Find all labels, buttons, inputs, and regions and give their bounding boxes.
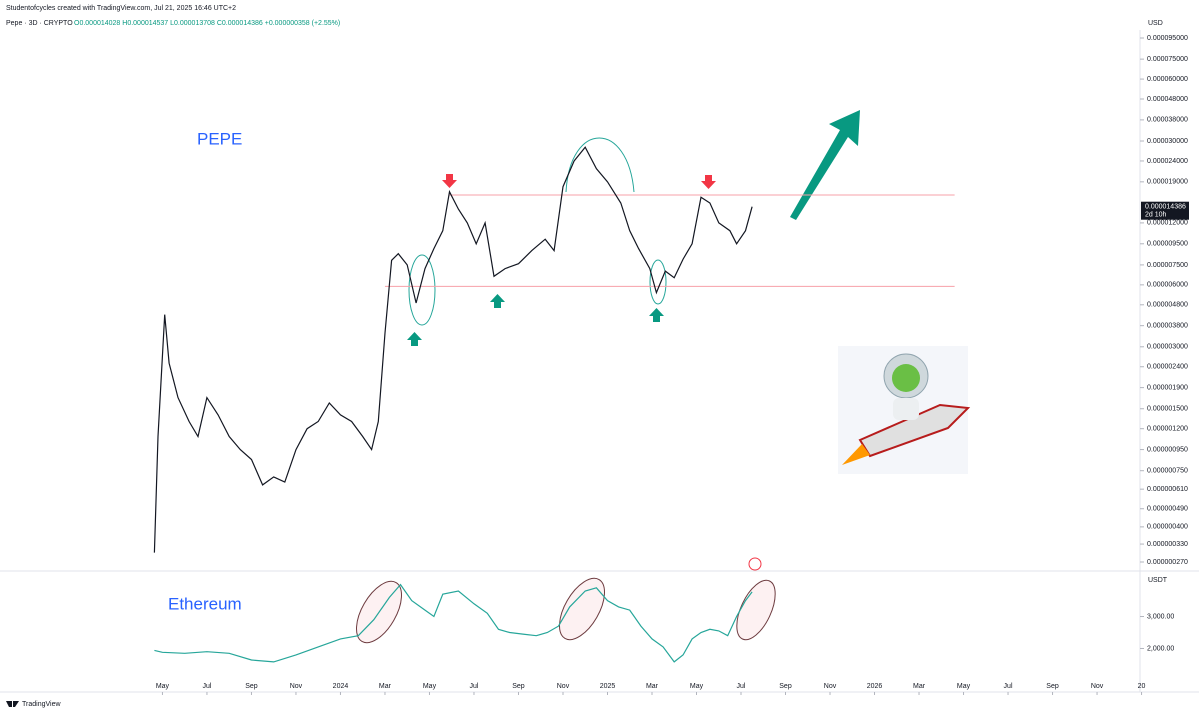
y-tick-label: 0.000003000: [1147, 344, 1188, 351]
y-tick-label: 0.000000490: [1147, 506, 1188, 513]
y-tick-label: 0.000000330: [1147, 541, 1188, 548]
up-arrow: [649, 308, 664, 322]
y-tick-label: 0.000001900: [1147, 384, 1188, 391]
y-tick-label: 0.000001500: [1147, 406, 1188, 413]
x-tick-label: May: [690, 683, 704, 690]
countdown: 2d 10h: [1145, 212, 1167, 219]
tv-logo: [6, 701, 19, 707]
x-tick-label: 2025: [600, 683, 616, 690]
y-tick-label: 0.000060000: [1147, 76, 1188, 83]
pepe-unit: USD: [1148, 20, 1163, 27]
flag-icon: [748, 557, 762, 571]
y-tick-label: 0.000012000: [1147, 220, 1188, 227]
down-arrow: [701, 175, 716, 189]
x-tick-label: Nov: [824, 683, 837, 690]
down-arrow: [442, 174, 457, 188]
ellipse: [408, 254, 436, 326]
price-line: [153, 146, 753, 553]
y-tick-label: 0.000000750: [1147, 468, 1188, 475]
x-tick-label: Sep: [245, 683, 258, 690]
ohlc: O0.000014028 H0.000014537 L0.000013708 C…: [74, 20, 340, 27]
y-tick-label: 0.000002400: [1147, 364, 1188, 371]
y-tick-label: 0.000004800: [1147, 302, 1188, 309]
symbol: Pepe · 3D · CRYPTO: [6, 20, 73, 27]
x-tick-label: 20: [1138, 683, 1146, 690]
y-tick-label: 3,000.00: [1147, 613, 1174, 620]
x-tick-label: Jul: [470, 683, 479, 690]
x-tick-label: 2026: [867, 683, 883, 690]
x-tick-label: May: [423, 683, 437, 690]
up-arrow: [407, 332, 422, 346]
y-tick-label: 0.000001200: [1147, 426, 1188, 433]
x-tick-label: 2024: [333, 683, 349, 690]
y-tick-label: 0.000030000: [1147, 138, 1188, 145]
x-tick-label: Sep: [512, 683, 525, 690]
eth-unit: USDT: [1148, 577, 1168, 584]
x-tick-label: Mar: [646, 683, 659, 690]
y-tick-label: 0.000000950: [1147, 446, 1188, 453]
pepe-label: PEPE: [197, 129, 242, 148]
x-tick-label: Sep: [1046, 683, 1059, 690]
x-tick-label: Jul: [202, 683, 211, 690]
x-tick-label: Nov: [557, 683, 570, 690]
y-tick-label: 0.000019000: [1147, 179, 1188, 186]
y-tick-label: 0.000048000: [1147, 96, 1188, 103]
y-tick-label: 2,000.00: [1147, 645, 1174, 652]
x-tick-label: Nov: [290, 683, 303, 690]
x-tick-label: May: [957, 683, 971, 690]
y-tick-label: 0.000075000: [1147, 56, 1188, 63]
y-tick-label: 0.000024000: [1147, 158, 1188, 165]
ellipse: [559, 577, 605, 641]
y-tick-label: 0.000000270: [1147, 559, 1188, 566]
flame: [842, 444, 870, 465]
x-tick-label: Jul: [1004, 683, 1013, 690]
annotations: [356, 110, 971, 644]
y-tick-label: 0.000006000: [1147, 282, 1188, 289]
y-tick-label: 0.000003800: [1147, 323, 1188, 330]
price-line: [154, 583, 753, 663]
y-tick-label: 0.000095000: [1147, 35, 1188, 42]
y-tick-label: 0.000007500: [1147, 262, 1188, 269]
x-tick-label: Sep: [779, 683, 792, 690]
up-arrow: [490, 294, 505, 308]
rocket-illustration: [838, 346, 971, 474]
credit: Studentofcycles created with TradingView…: [6, 5, 236, 12]
last-price-label: 0.000014386: [1145, 204, 1186, 211]
x-tick-label: May: [156, 683, 170, 690]
brand: TradingView: [22, 701, 61, 708]
arc: [565, 137, 635, 193]
y-tick-label: 0.000009500: [1147, 241, 1188, 248]
x-tick-label: Jul: [737, 683, 746, 690]
y-tick-label: 0.000038000: [1147, 117, 1188, 124]
y-tick-label: 0.000000610: [1147, 486, 1188, 493]
y-tick-label: 0.000000400: [1147, 524, 1188, 531]
suit: [893, 398, 919, 420]
ellipse: [649, 259, 667, 305]
last-price-badge: [1141, 201, 1189, 220]
big-arrow: [790, 110, 860, 220]
eth-label: Ethereum: [168, 594, 242, 613]
frog: [892, 364, 920, 392]
x-tick-label: Mar: [379, 683, 392, 690]
x-tick-label: Nov: [1091, 683, 1104, 690]
x-tick-label: Mar: [913, 683, 926, 690]
ellipse: [736, 579, 776, 641]
